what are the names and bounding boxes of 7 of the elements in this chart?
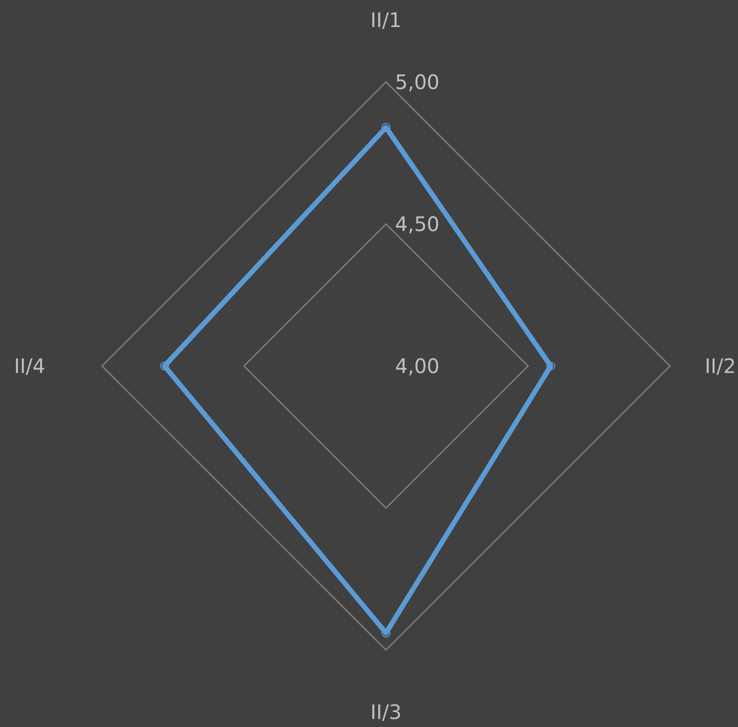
spoke-label: II/4 (14, 354, 46, 378)
y-tick-label: 4,00 (395, 354, 440, 378)
spoke-label: II/1 (370, 8, 402, 32)
y-tick-label: 5,00 (395, 70, 440, 94)
y-tick-label: 4,50 (395, 212, 440, 236)
spoke-label: II/3 (370, 700, 402, 724)
spoke-label: II/2 (704, 354, 736, 378)
